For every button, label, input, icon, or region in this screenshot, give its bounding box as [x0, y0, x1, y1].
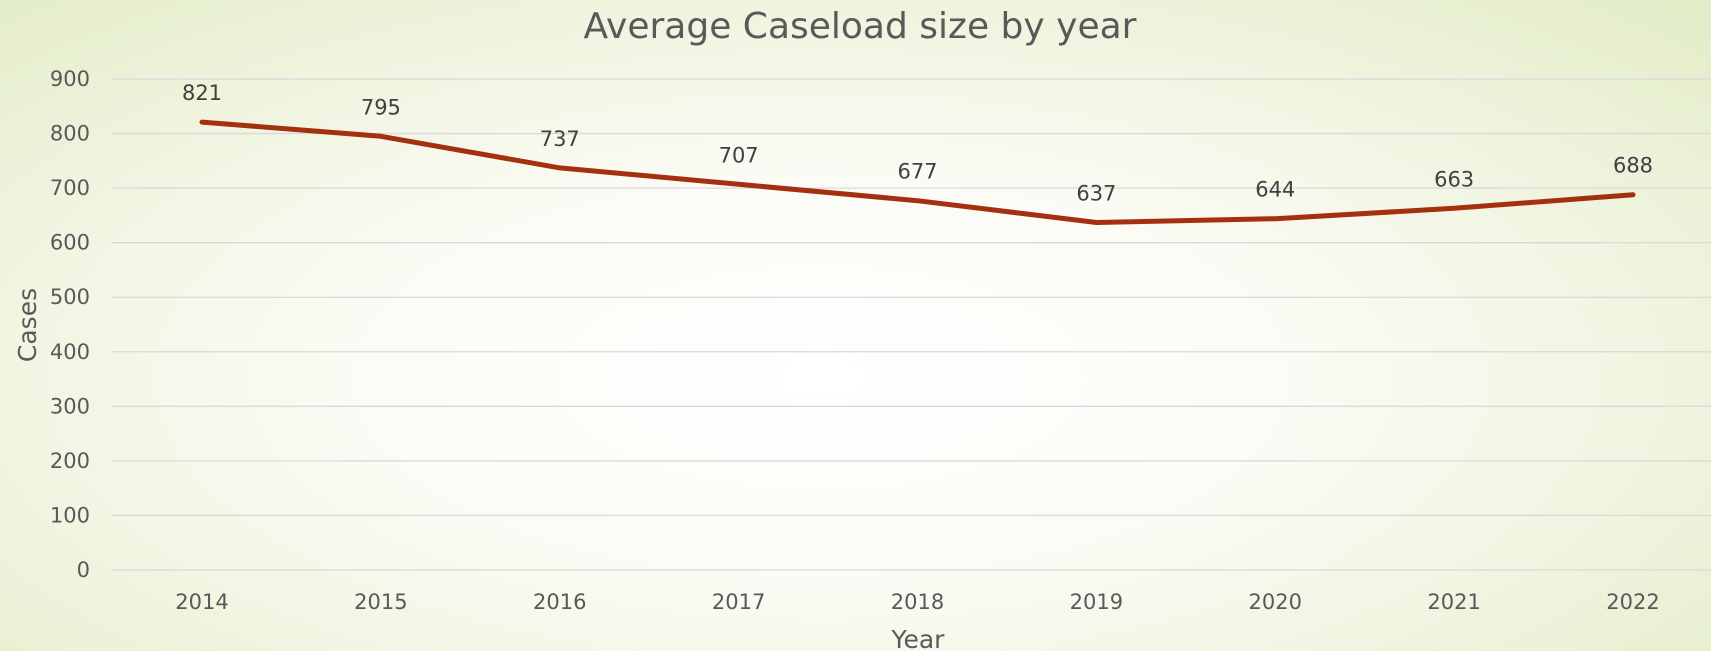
- y-tick-label: 300: [50, 394, 90, 418]
- y-tick-label: 500: [50, 285, 90, 309]
- data-label: 663: [1434, 167, 1474, 191]
- x-tick-label: 2014: [175, 590, 228, 614]
- chart-title: Average Caseload size by year: [584, 6, 1137, 47]
- y-tick-label: 600: [50, 231, 90, 255]
- data-labels: 821 795 737 707 677 637 644 663 688: [182, 81, 1653, 205]
- data-label: 644: [1255, 178, 1295, 202]
- x-tick-label: 2019: [1070, 590, 1123, 614]
- x-tick-label: 2018: [891, 590, 944, 614]
- y-axis-ticks: 0 100 200 300 400 500 600 700 800 900: [50, 67, 90, 582]
- x-tick-label: 2021: [1427, 590, 1480, 614]
- x-tick-label: 2015: [354, 590, 407, 614]
- y-tick-label: 400: [50, 340, 90, 364]
- data-label: 795: [361, 95, 401, 119]
- series-line: [199, 119, 1636, 225]
- x-tick-label: 2017: [712, 590, 765, 614]
- y-tick-label: 900: [50, 67, 90, 91]
- x-axis-ticks: 2014 2015 2016 2017 2018 2019 2020 2021 2022: [175, 590, 1659, 614]
- x-tick-label: 2020: [1249, 590, 1302, 614]
- y-tick-label: 800: [50, 122, 90, 146]
- data-label: 677: [897, 160, 937, 184]
- data-label: 688: [1613, 154, 1653, 178]
- data-label: 637: [1076, 181, 1116, 205]
- data-label: 737: [540, 127, 580, 151]
- data-label: 821: [182, 81, 222, 105]
- x-axis-title: Year: [891, 625, 946, 651]
- data-label: 707: [719, 143, 759, 167]
- y-tick-label: 200: [50, 449, 90, 473]
- gridlines: [112, 78, 1711, 571]
- x-tick-label: 2016: [533, 590, 586, 614]
- y-tick-label: 0: [77, 558, 90, 582]
- y-tick-label: 700: [50, 176, 90, 200]
- x-tick-label: 2022: [1606, 590, 1659, 614]
- y-axis-title: Cases: [13, 288, 42, 362]
- y-tick-label: 100: [50, 503, 90, 527]
